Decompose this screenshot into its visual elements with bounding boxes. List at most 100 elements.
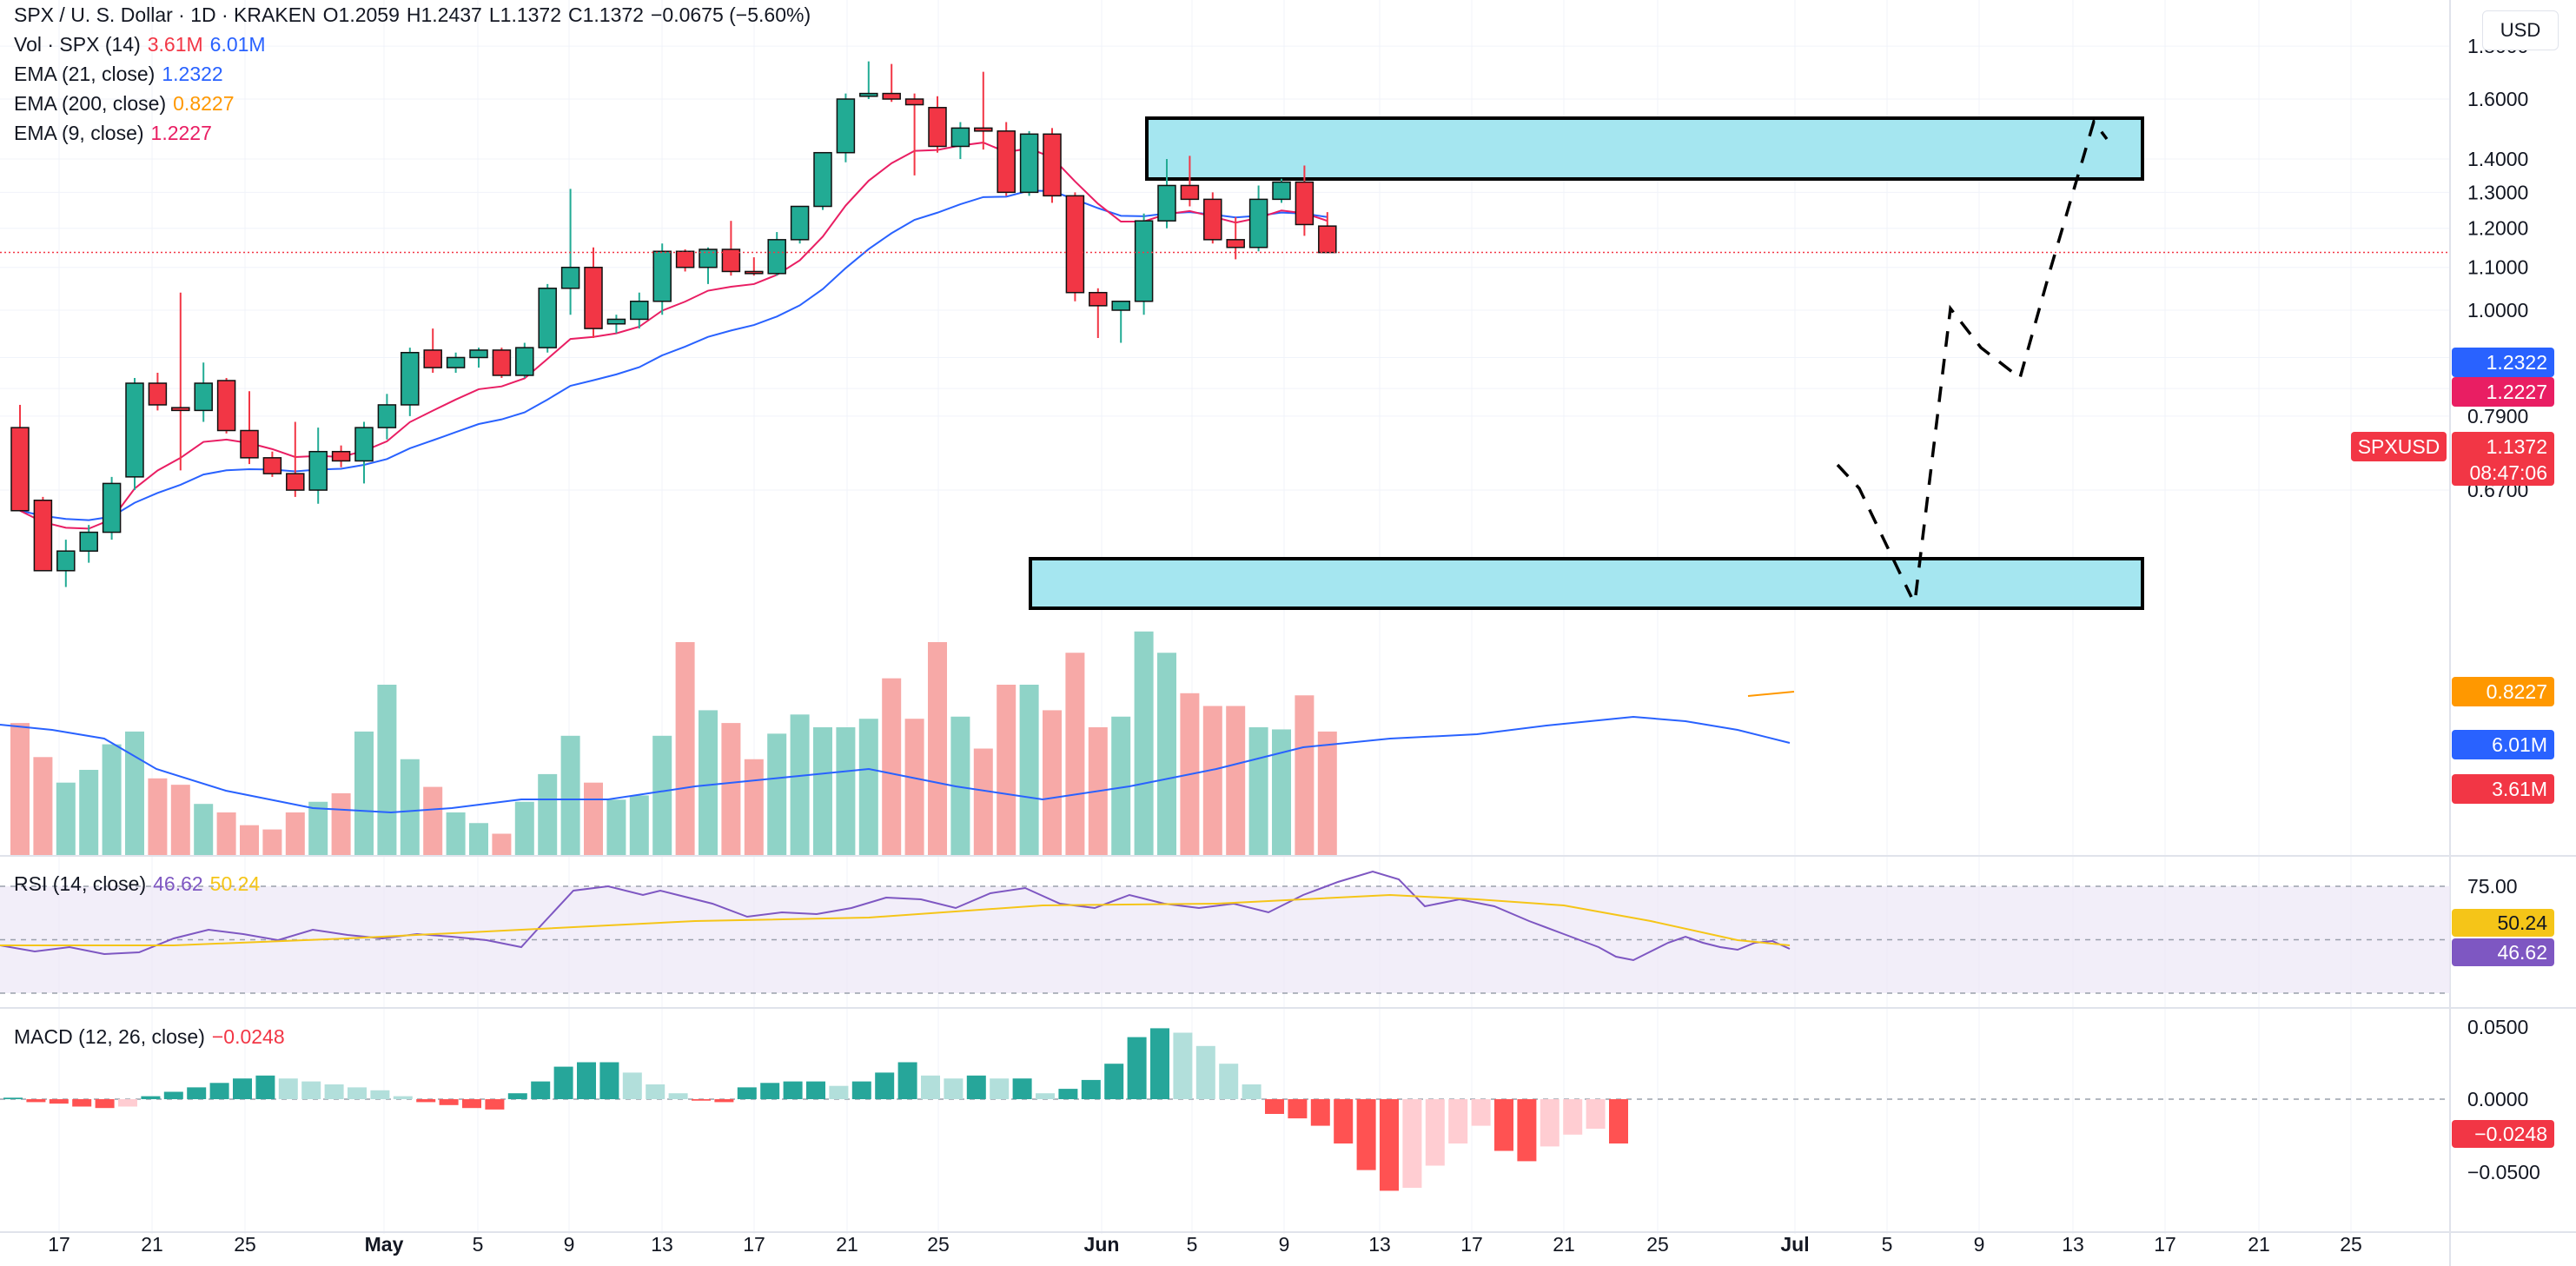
candle [538, 283, 557, 353]
candle-body [1295, 181, 1314, 226]
candle [813, 151, 832, 210]
ema9-label: EMA (9, close) [14, 122, 144, 144]
vol-value-1: 3.61M [147, 33, 203, 56]
volume-average-line [0, 715, 1791, 814]
volume-average-tag: 6.01M [2452, 730, 2554, 759]
candle [286, 421, 305, 497]
time-axis-label: 21 [2248, 1233, 2270, 1256]
volume-bar [1226, 706, 1246, 855]
volume-bar [125, 731, 144, 855]
rsi-value: 46.62 [153, 872, 203, 895]
macd-histogram-bar [1517, 1099, 1537, 1162]
currency-button[interactable]: USD [2482, 10, 2559, 50]
candle-body [699, 249, 718, 268]
volume-bar [1043, 710, 1062, 855]
macd-histogram-bar [278, 1078, 298, 1099]
candle [331, 445, 351, 467]
candle [974, 71, 993, 150]
rsi-ma-tag: 50.24 [2452, 909, 2554, 937]
price-axis-label: 1.6000 [2467, 88, 2528, 110]
macd-histogram-bar [1036, 1093, 1055, 1099]
volume-bar [240, 825, 259, 855]
candle-body [240, 429, 259, 459]
macd-histogram-bar [944, 1078, 964, 1099]
candle [148, 373, 168, 411]
symbol-title[interactable]: SPX / U. S. Dollar · 1D · KRAKEN [14, 3, 316, 26]
macd-legend[interactable]: MACD (12, 26, close) −0.0248 [14, 1022, 292, 1051]
volume-bar [492, 833, 512, 855]
candle-body [79, 531, 98, 552]
candle [377, 394, 397, 440]
candle [1180, 156, 1200, 207]
macd-histogram-bar [141, 1096, 161, 1099]
candle [56, 540, 76, 587]
rsi-tag-text: 46.62 [2497, 941, 2547, 964]
macd-histogram-bar [921, 1075, 940, 1099]
macd-histogram-bar [1219, 1064, 1239, 1099]
macd-histogram-bar [1609, 1099, 1628, 1143]
volume-bar [331, 792, 351, 855]
volume-bar [652, 735, 672, 855]
time-axis-label: 17 [743, 1233, 765, 1256]
candle [102, 476, 122, 540]
candle [882, 63, 901, 103]
macd-histogram-bar [829, 1085, 849, 1099]
candle-body [813, 151, 832, 208]
candle-body [423, 349, 442, 368]
volume-bar [1248, 727, 1268, 855]
volume-bar [56, 782, 76, 855]
last-price-text: 1.1372 [2487, 435, 2547, 458]
macd-histogram-bar [118, 1099, 137, 1107]
macd-tag-text: −0.0248 [2474, 1123, 2547, 1145]
candle-body [377, 404, 397, 428]
candle [262, 451, 282, 477]
macd-histogram-bar [1173, 1032, 1193, 1099]
volume-bar [10, 723, 30, 855]
rsi-legend[interactable]: RSI (14, close) 46.62 50.24 [14, 869, 267, 898]
macd-histogram-bar [163, 1091, 183, 1099]
candle [859, 61, 878, 99]
resistance-zone [1145, 116, 2144, 181]
macd-histogram-bar [1104, 1064, 1124, 1099]
candle-body [171, 407, 190, 412]
ema200-legend[interactable]: EMA (200, close) 0.8227 [14, 89, 242, 118]
candle-body [331, 450, 351, 462]
time-axis-label: Jul [1780, 1233, 1809, 1256]
time-axis-label: 21 [141, 1233, 163, 1256]
volume-bar [767, 733, 787, 855]
ema9-price-tag: 1.2227 [2452, 377, 2554, 407]
macd-histogram-bar [599, 1062, 619, 1099]
time-axis-label: 13 [1368, 1233, 1391, 1256]
volume-bar [285, 812, 305, 855]
candle-body [515, 347, 534, 376]
candle [1111, 301, 1130, 343]
macd-histogram-bar [1563, 1099, 1583, 1135]
time-axis-label: 17 [2154, 1233, 2176, 1256]
candle-body [1111, 301, 1130, 311]
candle [1272, 178, 1291, 203]
ema21-price-tag-text: 1.2322 [2487, 351, 2547, 374]
vol-legend[interactable]: Vol · SPX (14) 3.61M 6.01M [14, 30, 273, 59]
candle [446, 352, 466, 374]
candle-body [354, 427, 374, 462]
candle-body [125, 382, 144, 478]
candle [1295, 165, 1314, 236]
ema200-price-tag-text: 0.8227 [2487, 680, 2547, 703]
macd-histogram-bar [1540, 1099, 1560, 1147]
ema200-price-tag: 0.8227 [2452, 677, 2554, 706]
candle-body [950, 127, 970, 148]
volume-bar [148, 778, 168, 855]
candle [1318, 212, 1337, 254]
candle-body [721, 249, 741, 273]
time-axis-label: 17 [48, 1233, 70, 1256]
ema21-legend[interactable]: EMA (21, close) 1.2322 [14, 59, 230, 89]
vol-label: Vol · SPX (14) [14, 33, 141, 56]
price-axis-label: 1.0000 [2467, 299, 2528, 321]
volume-average-tag-bg [2452, 730, 2554, 759]
ema9-legend[interactable]: EMA (9, close) 1.2227 [14, 118, 219, 148]
macd-histogram-bar [646, 1084, 666, 1099]
macd-value: −0.0248 [211, 1025, 285, 1048]
macd-histogram-bar [507, 1093, 527, 1099]
ema9-line [19, 142, 1328, 530]
